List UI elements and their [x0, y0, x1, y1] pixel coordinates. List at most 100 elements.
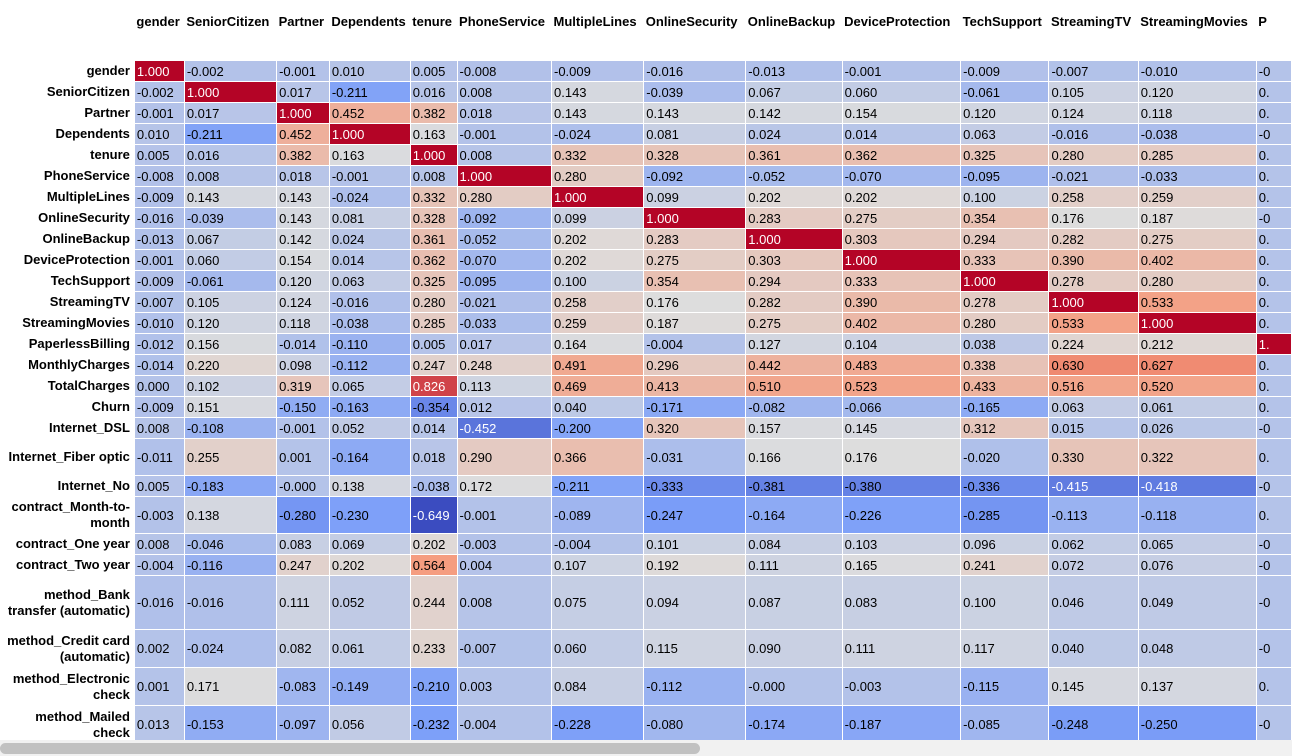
heatmap-cell: -0.415 — [1048, 475, 1139, 497]
heatmap-cell: 0.063 — [1048, 396, 1139, 418]
heatmap-cell: 0.202 — [328, 554, 411, 576]
heatmap-cell: 1.000 — [745, 228, 843, 250]
heatmap-cell: 0.005 — [133, 475, 185, 497]
heatmap-cell: 0.008 — [409, 165, 458, 187]
heatmap-row-contract-one-year: contract_One year 0.008 -0.046 0.083 0.069 0.… — [0, 533, 1292, 555]
heatmap-cell: 0.087 — [745, 575, 843, 630]
heatmap-cell: 0.061 — [1137, 396, 1257, 418]
row-header-method-electronic-check: method_Electronic check — [12, 670, 130, 702]
heatmap-cell: 0.294 — [960, 228, 1050, 250]
heatmap-cell: -0.020 — [960, 438, 1050, 476]
heatmap-cell: 0.102 — [183, 375, 278, 397]
heatmap-cell: -0 — [1255, 123, 1292, 145]
row-header-phoneservice: PhoneService — [43, 168, 130, 183]
heatmap-row-deviceprotection: DeviceProtection -0.001 0.060 0.154 0.014 0.3… — [0, 249, 1292, 271]
heatmap-cell: 0.224 — [1048, 333, 1139, 355]
heatmap-cell: 0.143 — [550, 81, 645, 103]
heatmap-cell: 0.002 — [133, 629, 185, 668]
col-header-onlinesecurity: OnlineSecurity — [645, 14, 738, 29]
heatmap-body: gender 1.000 -0.002 -0.001 0.010 0.005 -0.008-… — [0, 60, 1292, 740]
heatmap-cell: -0.418 — [1137, 475, 1257, 497]
horizontal-scrollbar[interactable] — [0, 740, 1292, 756]
heatmap-cell: -0.248 — [1048, 705, 1139, 740]
heatmap-cell: 0.012 — [456, 396, 553, 418]
heatmap-cell: 0.280 — [960, 312, 1050, 334]
heatmap-cell: 0.062 — [1048, 533, 1139, 555]
row-header-method-credit-card-automatic: method_Credit card (automatic) — [7, 632, 130, 664]
heatmap-row-internet-fiber-optic: Internet_Fiber optic -0.011 0.255 0.001 -0.1… — [0, 438, 1292, 476]
heatmap-cell: 0.452 — [328, 102, 411, 124]
heatmap-cell: -0.021 — [456, 291, 553, 313]
heatmap-cell: 0.084 — [550, 667, 645, 706]
row-header-onlinebackup: OnlineBackup — [42, 231, 130, 246]
heatmap-cell: -0.007 — [133, 291, 185, 313]
heatmap-cell: 0.017 — [456, 333, 553, 355]
heatmap-cell: 0.362 — [841, 144, 962, 166]
heatmap-cell: 0. — [1255, 291, 1292, 313]
col-header-p: P — [1258, 14, 1267, 29]
heatmap-cell: 0.115 — [643, 629, 747, 668]
heatmap-cell: -0.112 — [328, 354, 411, 376]
heatmap-cell: -0.010 — [1137, 60, 1257, 82]
correlation-heatmap-table: gender SeniorCitizen Partner Dependents tenu… — [0, 14, 1292, 740]
heatmap-cell: -0.001 — [133, 102, 185, 124]
heatmap-cell: 0.038 — [960, 333, 1050, 355]
heatmap-cell: -0.115 — [960, 667, 1050, 706]
heatmap-row-seniorcitizen: SeniorCitizen -0.002 1.000 0.017 -0.211 0.016… — [0, 81, 1292, 103]
heatmap-cell: 0.142 — [276, 228, 330, 250]
heatmap-cell: 0.312 — [960, 417, 1050, 439]
heatmap-cell: -0.174 — [745, 705, 843, 740]
heatmap-row-partner: Partner -0.001 0.017 1.000 0.452 0.382 0.018 0.… — [0, 102, 1292, 124]
heatmap-cell: -0.016 — [183, 575, 278, 630]
heatmap-row-totalcharges: TotalCharges 0.000 0.102 0.319 0.065 0.826 0.1… — [0, 375, 1292, 397]
heatmap-row-streamingmovies: StreamingMovies -0.010 0.120 0.118 -0.038 0.2… — [0, 312, 1292, 334]
heatmap-cell: 0.516 — [1048, 375, 1139, 397]
heatmap-cell: 0.280 — [456, 186, 553, 208]
heatmap-cell: 0.390 — [841, 291, 962, 313]
heatmap-cell: 0.241 — [960, 554, 1050, 576]
scrollbar-thumb[interactable] — [0, 743, 700, 754]
heatmap-cell: -0.031 — [643, 438, 747, 476]
heatmap-cell: -0 — [1255, 629, 1292, 668]
heatmap-row-paperlessbilling: PaperlessBilling -0.012 0.156 -0.014 -0.110 0… — [0, 333, 1292, 355]
heatmap-cell: 0.510 — [745, 375, 843, 397]
heatmap-cell: -0.211 — [328, 81, 411, 103]
heatmap-cell: -0.033 — [456, 312, 553, 334]
heatmap-cell: 0.124 — [1048, 102, 1139, 124]
heatmap-cell: 0.282 — [745, 291, 843, 313]
heatmap-cell: -0.002 — [183, 60, 278, 82]
heatmap-cell: 0.143 — [276, 207, 330, 229]
heatmap-cell: 0.630 — [1048, 354, 1139, 376]
heatmap-cell: 0.233 — [409, 629, 458, 668]
heatmap-cell: 0.046 — [1048, 575, 1139, 630]
heatmap-cell: -0.080 — [643, 705, 747, 740]
heatmap-cell: 0.008 — [133, 417, 185, 439]
heatmap-cell: 0.154 — [276, 249, 330, 271]
heatmap-cell: 0.018 — [276, 165, 330, 187]
heatmap-cell: 0.024 — [328, 228, 411, 250]
heatmap-row-onlinebackup: OnlineBackup -0.013 0.067 0.142 0.024 0.361 -0… — [0, 228, 1292, 250]
heatmap-cell: -0.070 — [841, 165, 962, 187]
heatmap-cell: 0.202 — [841, 186, 962, 208]
heatmap-cell: 0.026 — [1137, 417, 1257, 439]
heatmap-cell: -0.013 — [133, 228, 185, 250]
heatmap-cell: 0.143 — [550, 102, 645, 124]
row-header-dependents: Dependents — [55, 126, 130, 141]
heatmap-cell: 0.332 — [550, 144, 645, 166]
heatmap-cell: 0.303 — [745, 249, 843, 271]
heatmap-cell: 0.004 — [456, 554, 553, 576]
heatmap-cell: 0.117 — [960, 629, 1050, 668]
heatmap-cell: 0.100 — [550, 270, 645, 292]
heatmap-cell: 0.320 — [643, 417, 747, 439]
heatmap-cell: 0.099 — [643, 186, 747, 208]
heatmap-cell: -0.149 — [328, 667, 411, 706]
heatmap-cell: -0.016 — [643, 60, 747, 82]
heatmap-cell: -0.001 — [276, 417, 330, 439]
heatmap-cell: 0.101 — [643, 533, 747, 555]
heatmap-cell: 0.067 — [183, 228, 278, 250]
heatmap-cell: -0.070 — [456, 249, 553, 271]
heatmap-viewport: gender SeniorCitizen Partner Dependents tenu… — [0, 14, 1292, 740]
heatmap-cell: 0.469 — [550, 375, 645, 397]
heatmap-cell: -0.038 — [1137, 123, 1257, 145]
heatmap-cell: -0.183 — [183, 475, 278, 497]
